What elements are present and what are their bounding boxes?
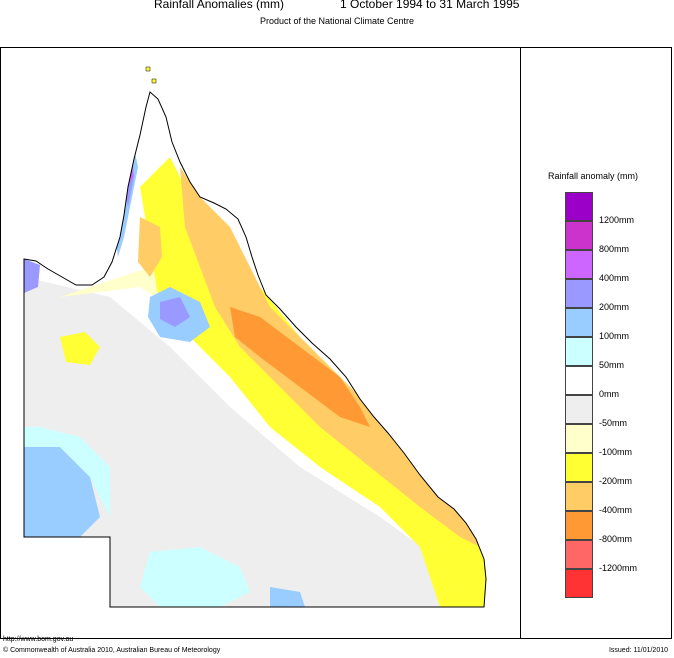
- zone-100mm-south: [140, 547, 250, 607]
- zone-minus100-west: [60, 332, 100, 365]
- legend-swatch: [565, 337, 593, 366]
- footer-copyright: © Commonwealth of Australia 2010, Austra…: [3, 647, 221, 654]
- zone-minus200-cape: [138, 217, 162, 277]
- legend-swatch: [565, 395, 593, 424]
- zone-100mm-west: [24, 427, 110, 517]
- map-title: Rainfall Anomalies (mm): [154, 0, 285, 11]
- legend-swatch: [565, 250, 593, 279]
- zone-0mm: [24, 277, 486, 607]
- legend-label: -400mm: [599, 505, 633, 515]
- legend-swatch: [565, 308, 593, 337]
- legend-label: 1200mm: [599, 215, 635, 225]
- map-subtitle: Product of the National Climate Centre: [259, 16, 415, 26]
- legend-label: -50mm: [599, 418, 628, 428]
- legend-swatch: [565, 366, 593, 395]
- legend-label: 0mm: [599, 389, 619, 399]
- queensland-outline: [23, 91, 487, 608]
- queensland-anomaly-map: [23, 66, 487, 608]
- torres-strait-island-2: [151, 78, 157, 84]
- legend-swatch: [565, 192, 593, 221]
- zone-minus400: [230, 307, 370, 427]
- legend-swatch: [565, 482, 593, 511]
- legend-swatch: [565, 221, 593, 250]
- map-frame: [0, 47, 672, 639]
- legend-label: 800mm: [599, 244, 630, 254]
- zone-minus50: [60, 257, 486, 577]
- legend-swatch: [565, 279, 593, 308]
- legend-swatch: [565, 453, 593, 482]
- zone-200mm-west: [24, 447, 100, 537]
- legend-label: -100mm: [599, 447, 633, 457]
- legend-label: -1200mm: [599, 563, 638, 573]
- zone-400mm-nw: [24, 259, 40, 293]
- legend-label: 50mm: [599, 360, 625, 370]
- legend-swatch: [565, 424, 593, 453]
- legend-divider: [520, 47, 521, 639]
- title-row: Rainfall Anomalies (mm) 1 October 1994 t…: [0, 0, 674, 14]
- legend-swatch: [565, 569, 593, 598]
- map-period: 1 October 1994 to 31 March 1995: [340, 0, 520, 11]
- legend-title: Rainfall anomaly (mm): [548, 171, 639, 181]
- legend-label: 200mm: [599, 302, 630, 312]
- legend-label: -200mm: [599, 476, 633, 486]
- footer-issued: Issued: 11/01/2010: [608, 647, 668, 654]
- zone-400mm-inland: [160, 297, 190, 327]
- legend-label: 400mm: [599, 273, 630, 283]
- legend-label: -800mm: [599, 534, 633, 544]
- legend-swatch: [565, 511, 593, 540]
- zone-200mm-south: [270, 587, 305, 607]
- torres-strait-island: [145, 66, 151, 72]
- legend-swatch: [565, 540, 593, 569]
- anomaly-fill-layers: [24, 92, 486, 607]
- legend-label: 100mm: [599, 331, 630, 341]
- footer-url[interactable]: http://www.bom.gov.au: [3, 636, 74, 643]
